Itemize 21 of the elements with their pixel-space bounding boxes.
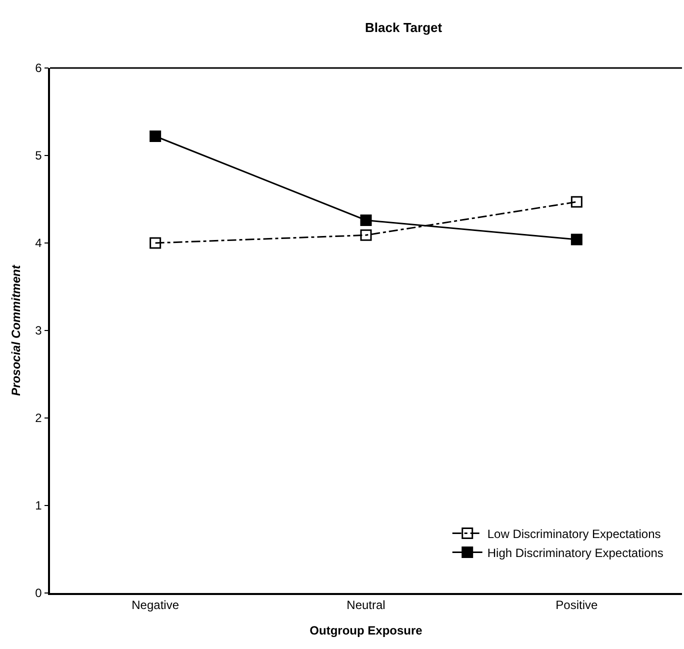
- point: [570, 234, 582, 246]
- point: [570, 196, 582, 208]
- point: [150, 237, 162, 249]
- y-tick-label: 2: [35, 411, 42, 426]
- x-tick-label: Neutral: [346, 598, 386, 612]
- x-tick-label: Negative: [132, 598, 180, 612]
- point: [360, 214, 372, 226]
- legend-label: Low Discriminatory Expectations: [487, 526, 661, 541]
- x-tick-label: Positive: [556, 598, 598, 612]
- y-tick-label: 6: [35, 61, 42, 76]
- x-axis-title: Outgroup Exposure: [310, 624, 423, 638]
- y-tick-label: 3: [35, 324, 42, 338]
- y-tick-label: 5: [35, 148, 42, 163]
- point: [360, 229, 372, 241]
- point: [150, 130, 162, 142]
- y-tick-label: 4: [35, 236, 42, 250]
- legend-label: High Discriminatory Expectations: [487, 546, 664, 560]
- y-tick-label: 0: [35, 586, 42, 600]
- y-tick-label: 1: [35, 498, 42, 513]
- y-axis-title: Prosocial Commitment: [8, 264, 23, 396]
- chart-title: Black Target: [365, 20, 443, 35]
